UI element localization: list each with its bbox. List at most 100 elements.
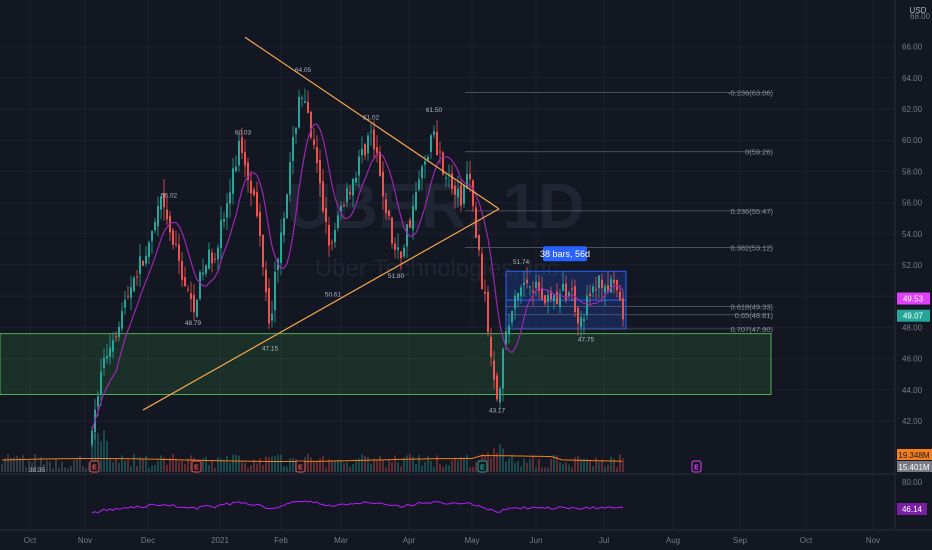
candle-body <box>103 357 105 368</box>
fib-level-label: 0.236(55.47) <box>730 207 773 216</box>
price-label: 64.05 <box>295 67 312 74</box>
candle-body <box>385 199 387 214</box>
candle-body <box>304 101 306 103</box>
candle-body <box>502 349 504 389</box>
volume-bar <box>559 462 561 472</box>
candle-body <box>232 168 234 194</box>
volume-bar <box>580 458 582 472</box>
volume-bar <box>106 440 108 472</box>
triangle-pattern[interactable] <box>142 36 500 411</box>
candle-body <box>550 291 552 300</box>
candle-body <box>433 131 435 136</box>
candle-body <box>532 290 534 293</box>
support-zone[interactable] <box>0 333 772 395</box>
candle-body <box>289 162 291 195</box>
candle-body <box>442 152 444 175</box>
fib-retracement[interactable]: -0.236(63.06) 0(59.26) 0.236(55.47) 0.382(5… <box>465 88 774 334</box>
volume-bar <box>562 464 564 472</box>
price-label: 50.61 <box>325 292 342 299</box>
volume-bar <box>574 457 576 472</box>
volume-bar <box>205 456 207 472</box>
volume-bar <box>358 458 360 472</box>
candle-body <box>478 235 480 251</box>
volume-bar <box>40 457 42 472</box>
volume-bar <box>223 460 225 472</box>
y-tick-label: 60.00 <box>902 136 923 145</box>
candle-body <box>340 205 342 212</box>
candle-body <box>457 188 459 198</box>
candle-body <box>454 185 456 195</box>
candle-body <box>562 283 564 291</box>
volume-bar <box>505 461 507 472</box>
volume-bar <box>466 454 468 472</box>
volume-bar <box>376 460 378 472</box>
range-badge: 38 bars, 56d <box>540 246 590 262</box>
candle-body <box>163 192 165 208</box>
moving-average-line <box>91 123 624 431</box>
volume-bar <box>469 467 471 472</box>
volume-bar <box>568 464 570 472</box>
x-tick-label: Sep <box>733 536 748 545</box>
volume-bar <box>256 463 258 472</box>
grid-lines <box>0 0 895 530</box>
price-axis[interactable]: USD 68.00 42.0044.0046.0048.0050.0052.00… <box>894 0 932 550</box>
earnings-marker-label: E <box>92 465 97 472</box>
candle-body <box>265 269 267 293</box>
candle-body <box>496 375 498 400</box>
volume-bar <box>166 464 168 472</box>
earnings-marker <box>691 460 702 473</box>
triangle-lower-line <box>142 208 500 411</box>
y-tick-label: 48.00 <box>902 323 923 332</box>
candle-body <box>280 232 282 264</box>
price-label: 51.80 <box>388 273 405 280</box>
volume-bar <box>25 467 27 472</box>
fib-level-label: 0.65(48.81) <box>735 311 774 320</box>
candle-body <box>373 129 375 150</box>
volume-bar <box>1 463 3 472</box>
volume-bar <box>529 458 531 472</box>
candle-body <box>208 249 210 269</box>
candle-body <box>313 139 315 145</box>
candlestick-series <box>91 88 624 448</box>
volume-bar <box>328 459 330 472</box>
volume-bar <box>601 459 603 472</box>
candle-body <box>253 189 255 196</box>
volume-ma-line <box>1 455 623 462</box>
volume-bar <box>97 433 99 472</box>
candle-body <box>463 184 465 204</box>
volume-bar <box>613 458 615 472</box>
volume-bar <box>136 466 138 472</box>
x-tick-label: Mar <box>334 536 348 545</box>
candle-body <box>196 299 198 317</box>
candle-body <box>538 281 540 291</box>
candle-body <box>475 207 477 238</box>
candle-body <box>382 171 384 197</box>
candle-body <box>184 277 186 287</box>
candle-body <box>544 295 546 304</box>
candle-body <box>400 251 402 258</box>
volume-bar <box>364 456 366 472</box>
x-tick-label: Feb <box>274 536 288 545</box>
candle-body <box>595 289 597 291</box>
volume-bar <box>325 467 327 472</box>
volume-bar <box>241 462 243 472</box>
earnings-marker <box>477 460 488 473</box>
candle-body <box>586 295 588 316</box>
volume-bar <box>46 460 48 472</box>
y-tick-label: 64.00 <box>902 74 923 83</box>
volume-bar <box>130 466 132 472</box>
candle-body <box>361 148 363 156</box>
candle-body <box>133 277 135 292</box>
x-tick-label: Oct <box>800 536 813 545</box>
candle-body <box>328 224 330 246</box>
volume-bar <box>70 466 72 472</box>
candle-body <box>121 311 123 329</box>
price-label: 47.75 <box>578 336 595 343</box>
volume-bar <box>427 456 429 472</box>
candle-body <box>409 220 411 228</box>
time-axis[interactable]: Oct Nov Dec 2021 Feb Mar Apr May Jun Jul Aug Sep Oct… <box>0 529 932 545</box>
volume-bar <box>367 457 369 472</box>
candle-body <box>466 174 468 189</box>
